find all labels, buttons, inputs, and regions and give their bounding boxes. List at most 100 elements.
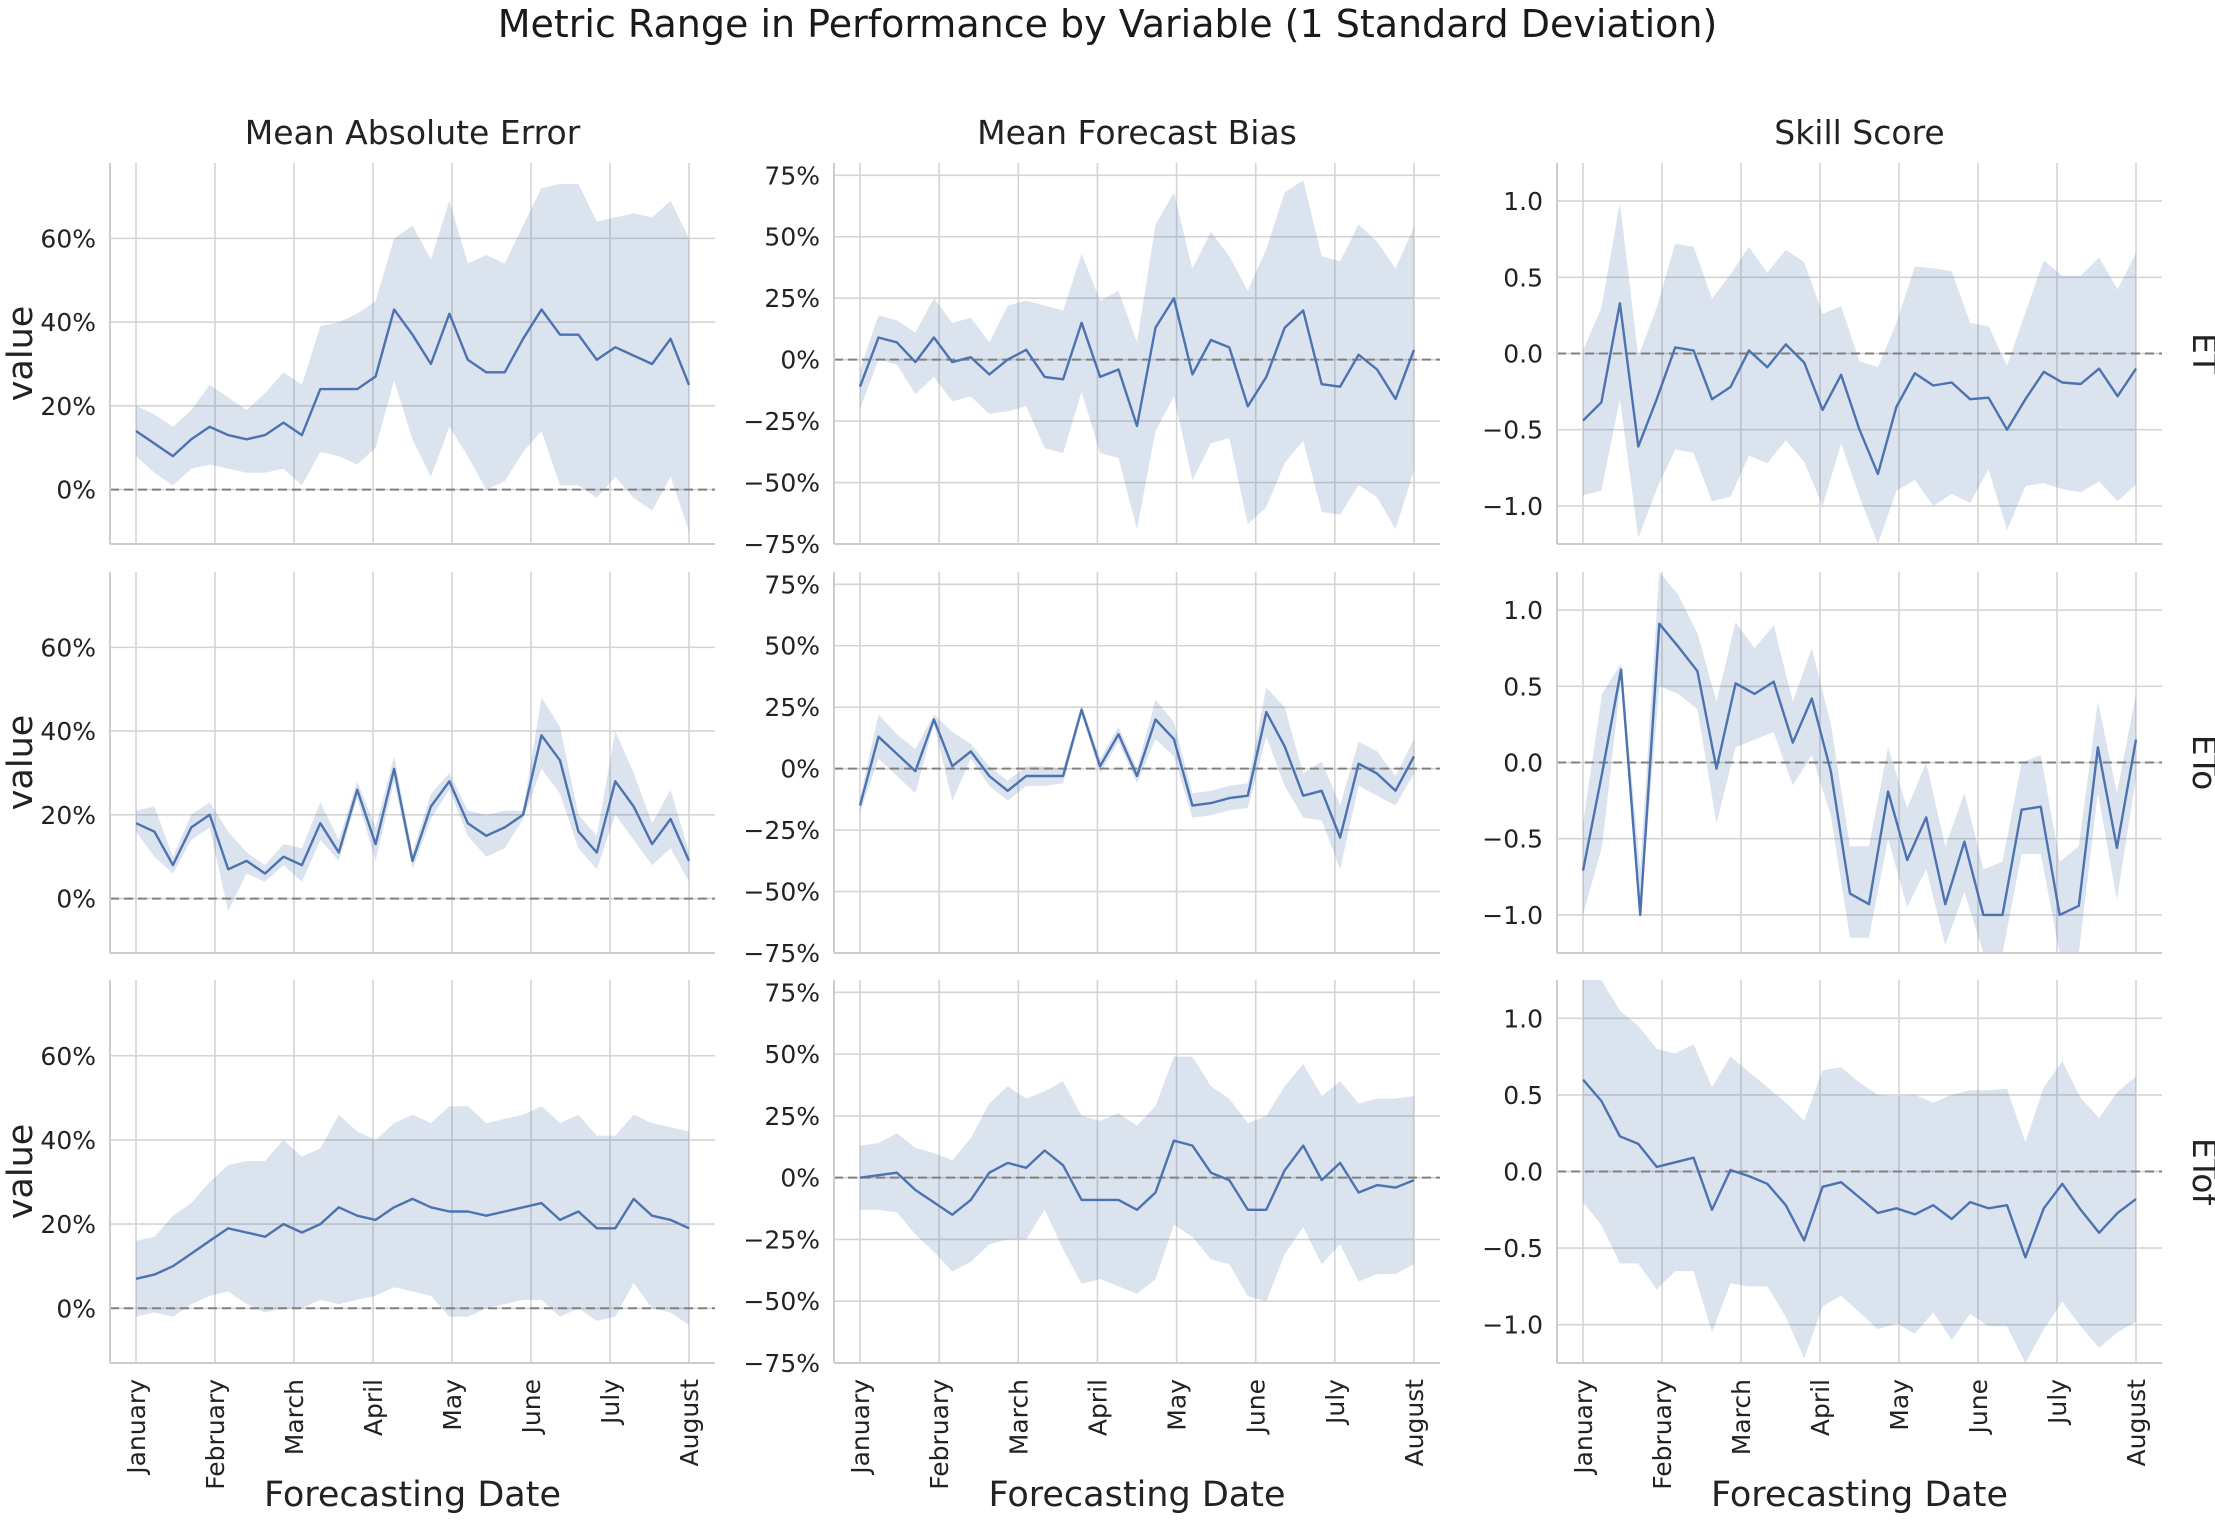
y-tick-label-et-mean-absolute-error: 40%: [40, 308, 96, 337]
row-label-et: ET: [2185, 333, 2215, 375]
y-tick-label-eto-mean-forecast-bias: −25%: [743, 816, 820, 845]
y-tick-label-etof-mean-absolute-error: 60%: [40, 1042, 96, 1071]
y-tick-label-etof-mean-forecast-bias: −75%: [743, 1349, 820, 1378]
y-tick-label-eto-skill-score: 0.5: [1503, 672, 1543, 701]
x-tick-label-mean-forecast-bias: March: [1004, 1379, 1033, 1455]
y-tick-label-eto-mean-forecast-bias: 50%: [764, 632, 820, 661]
y-tick-label-eto-mean-forecast-bias: −75%: [743, 939, 820, 968]
row-label-etof: ETof: [2185, 1138, 2215, 1207]
x-tick-label-mean-absolute-error: February: [201, 1379, 230, 1490]
x-tick-label-mean-forecast-bias: June: [1242, 1379, 1271, 1435]
y-tick-label-eto-mean-forecast-bias: 25%: [764, 693, 820, 722]
y-tick-label-et-mean-forecast-bias: −25%: [743, 407, 820, 436]
y-axis-label: value: [1, 306, 41, 402]
row-label-eto: ETo: [2185, 735, 2215, 791]
y-tick-label-et-mean-absolute-error: 0%: [56, 476, 96, 505]
x-axis-label: Forecasting Date: [988, 1475, 1285, 1515]
y-tick-label-eto-mean-forecast-bias: 75%: [764, 570, 820, 599]
y-tick-label-eto-mean-absolute-error: 40%: [40, 717, 96, 746]
y-tick-label-etof-mean-absolute-error: 0%: [56, 1294, 96, 1323]
x-axis-label: Forecasting Date: [264, 1475, 561, 1515]
x-tick-label-mean-absolute-error: July: [596, 1379, 625, 1426]
std-band-eto-mean-forecast-bias: [860, 687, 1414, 870]
mean-line-et-mean-forecast-bias: [858, 297, 1416, 428]
mean-line-et-mean-absolute-error: [135, 308, 691, 458]
x-tick-label-mean-absolute-error: January: [122, 1379, 151, 1476]
mean-line-eto-mean-absolute-error: [135, 734, 691, 875]
x-tick-label-skill-score: April: [1806, 1379, 1835, 1436]
y-tick-label-etof-skill-score: −0.5: [1482, 1234, 1543, 1263]
std-band-et-mean-forecast-bias: [860, 180, 1414, 530]
y-tick-label-et-skill-score: 1.0: [1503, 187, 1543, 216]
y-axis-label: value: [1, 1124, 41, 1220]
std-band-etof-mean-forecast-bias: [860, 1056, 1414, 1302]
x-tick-label-mean-forecast-bias: January: [846, 1379, 875, 1476]
y-tick-label-eto-mean-forecast-bias: 0%: [780, 755, 820, 784]
y-tick-label-et-mean-absolute-error: 60%: [40, 224, 96, 253]
y-tick-label-etof-skill-score: 0.5: [1503, 1081, 1543, 1110]
x-tick-label-mean-forecast-bias: May: [1163, 1379, 1192, 1431]
y-tick-label-etof-skill-score: 1.0: [1503, 1004, 1543, 1033]
mean-line-eto-skill-score: [1581, 622, 2138, 917]
y-tick-label-et-mean-forecast-bias: −50%: [743, 469, 820, 498]
column-title-skill-score: Skill Score: [1774, 113, 1944, 152]
x-tick-label-skill-score: June: [1964, 1379, 1993, 1435]
x-tick-label-mean-forecast-bias: February: [925, 1379, 954, 1490]
y-tick-label-etof-mean-forecast-bias: 25%: [764, 1102, 820, 1131]
mean-line-eto-mean-forecast-bias: [858, 708, 1416, 839]
mean-line-etof-mean-forecast-bias: [859, 1139, 1415, 1216]
x-tick-label-mean-absolute-error: May: [438, 1379, 467, 1431]
y-tick-label-eto-mean-absolute-error: 20%: [40, 801, 96, 830]
x-tick-label-mean-absolute-error: August: [675, 1379, 704, 1467]
x-tick-label-mean-forecast-bias: April: [1083, 1379, 1112, 1436]
x-tick-label-mean-absolute-error: April: [359, 1379, 388, 1436]
y-tick-label-etof-mean-forecast-bias: −25%: [743, 1225, 820, 1254]
mean-line-et-skill-score: [1582, 302, 2137, 476]
y-tick-label-eto-skill-score: −1.0: [1482, 901, 1543, 930]
y-tick-label-et-skill-score: −0.5: [1482, 416, 1543, 445]
y-tick-label-et-skill-score: 0.0: [1503, 340, 1543, 369]
std-band-eto-mean-absolute-error: [136, 697, 689, 912]
y-tick-label-etof-mean-forecast-bias: 75%: [764, 978, 820, 1007]
std-band-et-skill-score: [1583, 202, 2136, 544]
x-axis-label: Forecasting Date: [1711, 1475, 2008, 1515]
x-tick-label-skill-score: May: [1885, 1379, 1914, 1431]
x-tick-label-skill-score: March: [1727, 1379, 1756, 1455]
y-tick-label-etof-skill-score: −1.0: [1482, 1311, 1543, 1340]
x-tick-label-skill-score: January: [1569, 1379, 1598, 1476]
y-tick-label-eto-mean-absolute-error: 60%: [40, 633, 96, 662]
y-tick-label-etof-skill-score: 0.0: [1503, 1158, 1543, 1187]
y-tick-label-eto-mean-absolute-error: 0%: [56, 885, 96, 914]
y-tick-label-et-mean-forecast-bias: 75%: [764, 161, 820, 190]
mean-line-etof-skill-score: [1582, 1078, 2137, 1259]
y-tick-label-et-mean-forecast-bias: 0%: [780, 346, 820, 375]
y-tick-label-et-mean-forecast-bias: 50%: [764, 223, 820, 252]
x-tick-label-skill-score: August: [2122, 1379, 2151, 1467]
x-tick-label-mean-absolute-error: March: [280, 1379, 309, 1455]
y-tick-label-et-mean-forecast-bias: −75%: [743, 530, 820, 559]
y-tick-label-eto-skill-score: −0.5: [1482, 825, 1543, 854]
column-title-mean-absolute-error: Mean Absolute Error: [245, 113, 581, 152]
y-tick-label-et-mean-forecast-bias: 25%: [764, 284, 820, 313]
mean-line-etof-mean-absolute-error: [135, 1197, 690, 1280]
y-tick-label-eto-skill-score: 1.0: [1503, 596, 1543, 625]
y-tick-label-eto-skill-score: 0.0: [1503, 749, 1543, 778]
column-title-mean-forecast-bias: Mean Forecast Bias: [977, 113, 1297, 152]
std-band-et-mean-absolute-error: [136, 183, 689, 532]
x-tick-label-skill-score: February: [1648, 1379, 1677, 1490]
y-tick-label-et-skill-score: 0.5: [1503, 263, 1543, 292]
y-tick-label-etof-mean-forecast-bias: −50%: [743, 1287, 820, 1316]
std-band-etof-mean-absolute-error: [136, 1106, 689, 1326]
x-tick-label-mean-forecast-bias: August: [1400, 1379, 1429, 1467]
y-axis-label: value: [1, 715, 41, 811]
y-tick-label-et-skill-score: −1.0: [1482, 492, 1543, 521]
figure-title: Metric Range in Performance by Variable …: [497, 2, 1718, 46]
x-tick-label-mean-forecast-bias: July: [1321, 1379, 1350, 1426]
y-tick-label-etof-mean-forecast-bias: 50%: [764, 1040, 820, 1069]
x-tick-label-mean-absolute-error: June: [517, 1379, 546, 1435]
y-tick-label-et-mean-absolute-error: 20%: [40, 392, 96, 421]
y-tick-label-etof-mean-forecast-bias: 0%: [780, 1164, 820, 1193]
y-tick-label-etof-mean-absolute-error: 20%: [40, 1210, 96, 1239]
